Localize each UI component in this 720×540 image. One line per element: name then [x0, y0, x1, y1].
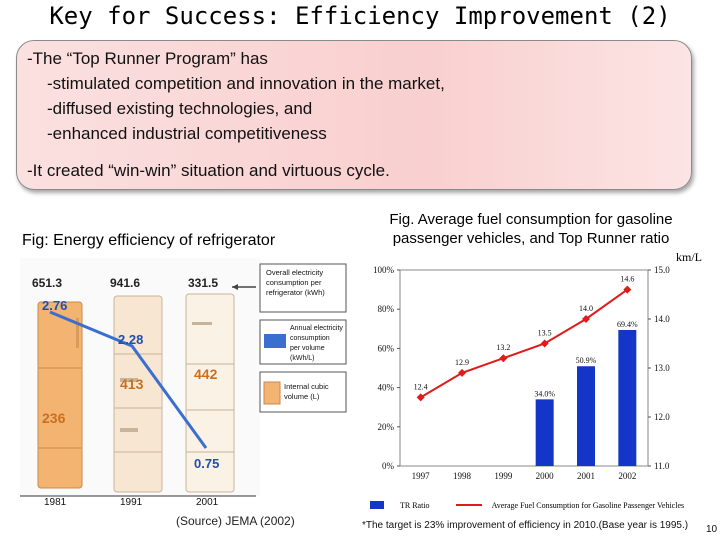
fuel-point: [499, 354, 508, 363]
legend-per-volume-swatch: [264, 334, 286, 348]
page-number: 10: [706, 524, 718, 535]
legend-volume-text: Internal cubic volume (L): [284, 382, 329, 401]
x-tick-label: 2000: [536, 471, 555, 481]
fuel-point: [458, 368, 466, 377]
fuel-point-label: 12.4: [414, 382, 428, 391]
right-axis-unit: km/L: [676, 250, 702, 264]
fuel-point-label: 13.2: [496, 343, 510, 352]
fuel-point-label: 13.5: [538, 329, 552, 338]
left-tick-label: 80%: [378, 304, 395, 314]
per-volume-2001-label: 0.75: [194, 456, 220, 471]
fuel-legend: TR Ratio Average Fuel Consumption for Ga…: [370, 500, 684, 510]
per-volume-1991-label: 2.28: [118, 332, 144, 347]
legend-volume-swatch: [263, 381, 281, 405]
volume-2001-label: 442: [194, 366, 218, 382]
right-tick-label: 14.0: [654, 314, 670, 324]
left-tick-label: 0%: [382, 461, 395, 471]
year-1991-label: 1991: [120, 497, 143, 508]
summary-line: -enhanced industrial competitiveness: [47, 124, 327, 143]
x-tick-label: 2001: [577, 471, 595, 481]
annual-1981-label: 651.3: [32, 276, 63, 290]
fridge-figure: 651.3 941.6 331.5 2.76 2.28 0.75 236 413…: [20, 258, 350, 510]
fridge-figure-title: Fig: Energy efficiency of refrigerator: [22, 232, 276, 249]
legend-tr-ratio: TR Ratio: [400, 500, 430, 510]
summary-line: -stimulated competition and innovation i…: [47, 74, 445, 93]
fuel-chart: 0% 20% 40% 60% 80% 100% 11.0 12.0 13.0 14.0 15.0 19…: [340, 258, 710, 498]
legend-annual-text: Overall electricity consumption per refr…: [266, 268, 325, 297]
fridge-1991-icon: [113, 295, 163, 493]
annual-1991-label: 941.6: [110, 276, 141, 290]
fuel-point: [623, 285, 632, 294]
summary-box: -The “Top Runner Program” has -stimulate…: [16, 40, 692, 190]
legend-bar-swatch: [370, 501, 384, 510]
year-2001-label: 2001: [196, 497, 219, 508]
page-title: Key for Success: Efficiency Improvement …: [49, 2, 671, 30]
left-tick-label: 40%: [378, 383, 395, 393]
fridge-1981-icon: [37, 301, 83, 489]
fuel-footnote: *The target is 23% improvement of effici…: [362, 520, 689, 531]
fuel-point: [416, 393, 425, 402]
plot-area: [399, 269, 649, 467]
volume-1991-label: 413: [120, 376, 144, 392]
fuel-point-label: 14.6: [620, 275, 634, 284]
volume-1981-label: 236: [42, 410, 66, 426]
annual-2001-label: 331.5: [188, 276, 219, 290]
fridge-2001-icon: [185, 293, 235, 493]
tr-ratio-bar: [618, 329, 637, 466]
tr-ratio-label: 69.4%: [617, 320, 638, 329]
left-tick-label: 100%: [373, 265, 395, 275]
summary-line: -diffused existing technologies, and: [47, 99, 313, 118]
tr-ratio-label: 50.9%: [576, 356, 597, 365]
legend-fuel: Average Fuel Consumption for Gasoline Pa…: [491, 500, 685, 510]
per-volume-1981-label: 2.76: [42, 298, 68, 313]
fridge-source: (Source) JEMA (2002): [176, 514, 295, 528]
fuel-point-label: 14.0: [579, 304, 593, 313]
right-tick-label: 12.0: [654, 412, 670, 422]
right-tick-label: 15.0: [654, 265, 670, 275]
legend-line-swatch: [455, 504, 482, 507]
fridge-illustration: [20, 258, 347, 497]
right-tick-label: 13.0: [654, 363, 670, 373]
tr-ratio-bar: [577, 366, 595, 466]
fuel-point: [540, 339, 549, 348]
left-tick-label: 20%: [378, 422, 395, 432]
fuel-chart-svg: 0% 20% 40% 60% 80% 100% 11.0 12.0 13.0 14.0 15.0 19…: [373, 265, 670, 481]
tr-ratio-label: 34.0%: [534, 389, 555, 398]
legend-per-volume-text: Annual electricity consumption per volum…: [290, 325, 343, 362]
legend-arrowhead-icon: [232, 284, 238, 290]
x-tick-label: 1998: [453, 471, 472, 481]
year-1981-label: 1981: [44, 497, 67, 508]
fuel-figure-title: Fig. Average fuel consumption for gasoli…: [389, 211, 673, 247]
x-tick-label: 1997: [412, 471, 431, 481]
per-volume-line: [49, 310, 208, 449]
fuel-consumption-line: [420, 288, 628, 399]
fuel-point-label: 12.9: [455, 358, 469, 367]
tr-ratio-bar: [535, 399, 554, 466]
left-tick-label: 60%: [378, 343, 395, 353]
x-tick-label: 2002: [618, 471, 636, 481]
summary-line: -The “Top Runner Program” has: [27, 49, 268, 68]
x-tick-label: 1999: [494, 471, 513, 481]
summary-line: -It created “win-win” situation and virt…: [27, 161, 390, 180]
fuel-point: [582, 315, 590, 323]
right-tick-label: 11.0: [654, 461, 670, 471]
legend-annual-box: [259, 263, 347, 313]
